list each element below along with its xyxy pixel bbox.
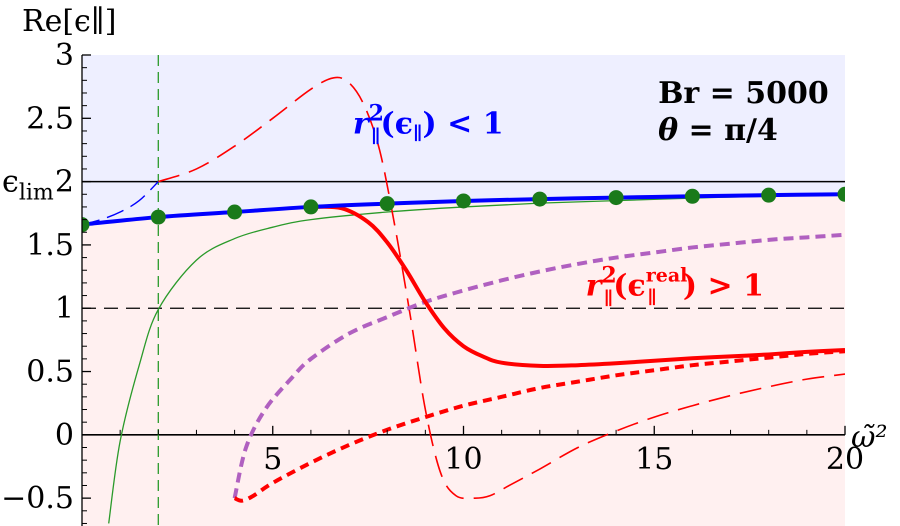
x-tick-label: 5 (263, 442, 282, 477)
annotation-theta: θ = π/4 (658, 113, 778, 148)
x-ticks: 5 10 15 20 (119, 425, 864, 477)
y-axis-title: Re[ϵ∥] (22, 4, 116, 39)
series-green-thin-solid (108, 193, 845, 524)
data-point (379, 196, 395, 212)
x-tick-label: 15 (635, 442, 673, 477)
series-purple-dashed (232, 232, 845, 499)
series-red-thick-dashed (233, 349, 845, 503)
y-ticks: 3 2.5 2 1.5 1 0.5 0 −0.5 ϵlim (1, 38, 91, 524)
data-point (303, 199, 319, 215)
series-red-thick-solid (310, 204, 845, 368)
series-group (82, 76, 845, 524)
annotation-red: r2 ∥(ϵreal ∥) > 1 (586, 263, 764, 310)
data-point (608, 190, 624, 206)
y-tick-label: 2.5 (26, 101, 74, 136)
y-tick-label: −0.5 (1, 481, 74, 516)
data-point (227, 204, 243, 220)
data-point (532, 191, 548, 207)
series-red-thin-dashed (158, 76, 845, 500)
data-point (82, 217, 90, 233)
annotation-blue: r2 ∥(ϵ∥) < 1 (353, 101, 504, 148)
x-axis-title: ω̃² (851, 420, 888, 455)
data-point (684, 188, 700, 204)
y-tick-label: 1 (55, 291, 74, 326)
y-tick-label: 3 (55, 38, 74, 73)
y-tick-label: 2 (55, 165, 74, 200)
data-point (837, 186, 845, 202)
data-point (456, 193, 471, 209)
y-tick-label: 0.5 (26, 355, 74, 390)
y-tick-label: 1.5 (26, 228, 74, 263)
data-point (150, 209, 166, 225)
data-point (761, 187, 777, 203)
axis-titles: Re[ϵ∥] ω̃² (22, 4, 888, 455)
y-tick-label: 0 (55, 418, 74, 453)
region-below (82, 194, 845, 526)
annotation-br: Br = 5000 (658, 76, 829, 111)
x-tick-label: 20 (826, 442, 864, 477)
y-special-label: ϵlim (2, 165, 54, 206)
x-tick-label: 10 (444, 442, 482, 477)
